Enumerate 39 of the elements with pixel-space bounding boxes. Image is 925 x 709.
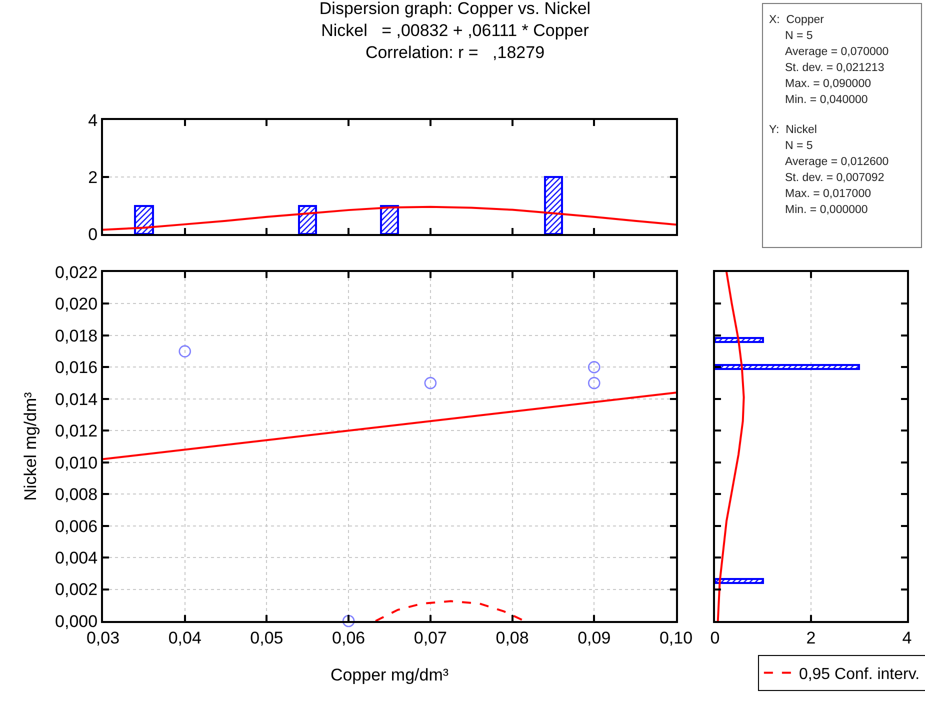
y-tick-label: 0,020 <box>55 294 98 314</box>
y-tick-label: 0,010 <box>55 453 98 472</box>
text: X: Copper N = 5 Average = 0,070000 St. dev. = 0,021213 Max. = 0,090000 Min. = 0,040000 <box>769 13 890 108</box>
point <box>342 614 355 628</box>
x-tick-label: 0,10 <box>659 628 693 648</box>
y-tick-label: 0,008 <box>55 485 98 504</box>
chart-subtitle: Nickel = ,00832 + ,06111 * Copper Correlation: r = ,18279 <box>321 21 590 62</box>
x-tick-label: 0,04 <box>168 628 202 648</box>
point <box>588 361 600 374</box>
y-tick-label: 0 <box>88 224 98 244</box>
x-tick-label: 0,08 <box>496 628 529 648</box>
point <box>424 376 437 390</box>
y-tick-label: 0,012 <box>55 422 98 441</box>
y-tick-label: 0,002 <box>55 580 98 600</box>
point <box>588 376 600 390</box>
y-tick-label: 2 <box>88 168 98 187</box>
x-axis-title: Copper mg/dm³ <box>330 665 449 684</box>
y-tick-label: 0,016 <box>55 358 98 378</box>
line-series <box>103 206 676 231</box>
legend-label: 0,95 Conf. interv. <box>798 666 920 683</box>
x-tick-label: 4 <box>902 628 912 648</box>
x-tick-label: 2 <box>806 628 816 648</box>
y-axis-title: Nickel mg/dm³ <box>21 392 40 501</box>
y-tick-label: 0,018 <box>55 326 98 346</box>
y-tick-label: 0,000 <box>55 612 98 631</box>
x-tick-label: 0 <box>710 628 720 648</box>
y-tick-label: 0,004 <box>55 548 98 568</box>
x-tick-label: 0,03 <box>86 628 120 648</box>
point <box>178 345 192 358</box>
x-tick-label: 0,07 <box>414 628 447 648</box>
x-tick-label: 0,06 <box>332 628 366 648</box>
y-tick-label: 0,022 <box>55 262 98 282</box>
chart-title: Dispersion graph: Copper vs. Nickel <box>319 0 591 18</box>
x-tick-label: 0,09 <box>578 628 611 648</box>
y-tick-label: 0,014 <box>55 390 98 409</box>
y-tick-label: 4 <box>88 110 98 130</box>
y-tick-label: 0,006 <box>55 516 98 536</box>
text: Y: Nickel N = 5 Average = 0,012600 St. dev. = 0,007092 Max. = 0,017000 Min. = 0,000000 <box>769 123 890 218</box>
x-tick-label: 0,05 <box>250 628 284 648</box>
